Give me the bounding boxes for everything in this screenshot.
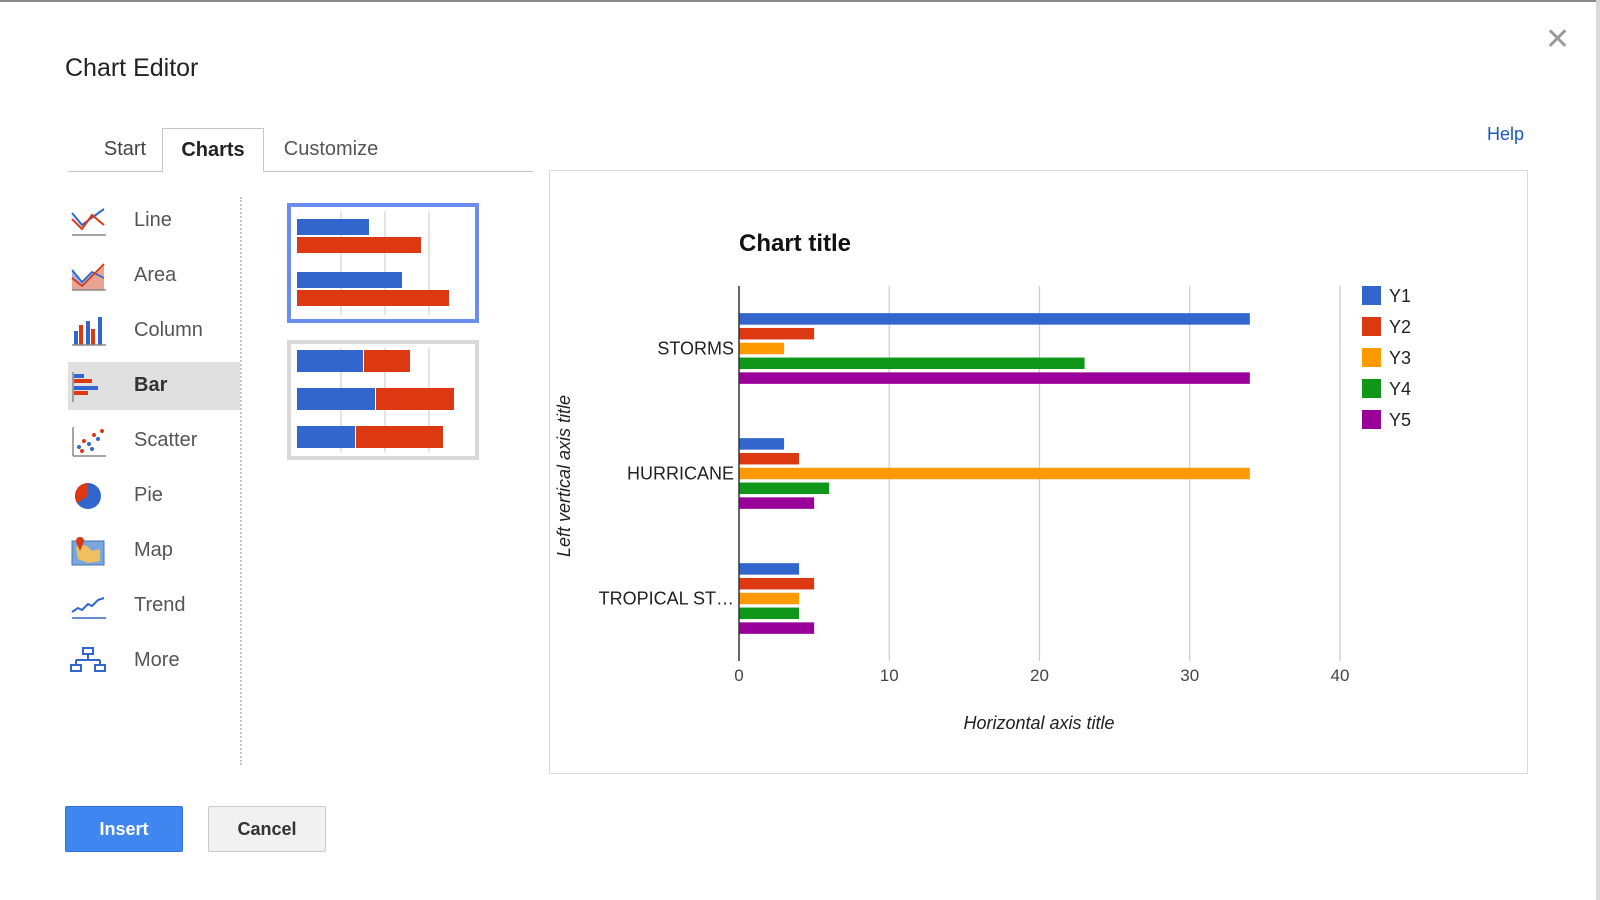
- bar-y3[interactable]: [739, 342, 785, 355]
- more-charts-icon: [70, 647, 106, 672]
- bar-style-thumbnail-grouped[interactable]: [287, 203, 479, 323]
- chart-type-label: Map: [134, 539, 173, 561]
- bar-y1[interactable]: [739, 438, 785, 450]
- tab-customize[interactable]: Customize: [283, 138, 379, 160]
- bar-y4[interactable]: [739, 357, 1085, 370]
- x-tick-label: 40: [1331, 666, 1350, 685]
- bar-style-thumbnail-stacked[interactable]: [287, 340, 479, 460]
- category-label: STORMS: [657, 339, 734, 359]
- line-chart-icon: [71, 208, 106, 236]
- legend-label[interactable]: Y5: [1389, 410, 1411, 430]
- legend-label[interactable]: Y2: [1389, 317, 1411, 337]
- chart-bars: [739, 313, 1250, 634]
- bar-y2[interactable]: [739, 327, 815, 340]
- chart-type-pie[interactable]: Pie: [68, 472, 240, 520]
- cancel-button[interactable]: Cancel: [208, 806, 326, 852]
- chart-type-trend[interactable]: Trend: [68, 582, 240, 630]
- window-top-edge: [0, 0, 1600, 2]
- grouped-bar-thumbnail-icon: [297, 211, 449, 315]
- bar-y4[interactable]: [739, 482, 830, 495]
- chart-type-label: Pie: [134, 484, 163, 506]
- pie-chart-icon: [74, 482, 101, 509]
- chart-type-more[interactable]: More: [68, 637, 240, 685]
- tab-charts[interactable]: Charts: [162, 128, 264, 173]
- chart-type-column[interactable]: Column: [68, 307, 240, 355]
- x-tick-label: 10: [880, 666, 899, 685]
- insert-button[interactable]: Insert: [65, 806, 183, 852]
- chart-labels: 0 10 20 30 40 STORMS HURRICANE TROPICAL ST…: [599, 339, 1350, 686]
- stacked-bar-thumbnail-icon: [297, 348, 454, 452]
- map-chart-icon: [71, 537, 105, 566]
- category-label: HURRICANE: [627, 464, 734, 484]
- bar-y4[interactable]: [739, 607, 800, 620]
- legend-label[interactable]: Y4: [1389, 379, 1411, 399]
- dialog-title: Chart Editor: [65, 54, 199, 82]
- x-tick-label: 20: [1030, 666, 1049, 685]
- close-icon[interactable]: ✕: [1545, 22, 1571, 57]
- y-axis-title: Left vertical axis title: [554, 395, 574, 557]
- chart-type-line[interactable]: Line: [68, 197, 240, 245]
- bar-y5[interactable]: [739, 497, 815, 509]
- legend-swatch: [1362, 410, 1381, 429]
- chart-type-label: Line: [134, 209, 172, 231]
- legend-swatch: [1362, 317, 1381, 336]
- x-tick-label: 0: [734, 666, 743, 685]
- legend-swatch: [1362, 348, 1381, 367]
- tabs-underline: [68, 171, 533, 172]
- chart-type-bar[interactable]: Bar: [68, 362, 240, 410]
- legend-label[interactable]: Y1: [1389, 286, 1411, 306]
- bar-y3[interactable]: [739, 467, 1250, 480]
- chart-type-map[interactable]: Map: [68, 527, 240, 575]
- column-chart-icon: [72, 317, 106, 346]
- window-right-edge: [1596, 0, 1600, 900]
- bar-y3[interactable]: [739, 592, 800, 605]
- chart-type-label: Bar: [134, 374, 168, 396]
- legend-swatch: [1362, 379, 1381, 398]
- chart-legend: Y1 Y2 Y3 Y4 Y5: [1339, 286, 1411, 430]
- trend-chart-icon: [71, 597, 106, 619]
- bar-y5[interactable]: [739, 622, 815, 634]
- bar-y2[interactable]: [739, 577, 815, 590]
- type-list-divider: [240, 197, 242, 765]
- tab-start[interactable]: Start: [103, 138, 147, 160]
- chart-type-label: Area: [134, 264, 177, 286]
- bar-chart-icon: [72, 372, 98, 402]
- help-link[interactable]: Help: [1487, 124, 1525, 144]
- chart-type-list: Line Area Column: [68, 197, 240, 692]
- legend-label[interactable]: Y3: [1389, 348, 1411, 368]
- category-label: TROPICAL ST…: [599, 589, 734, 609]
- bar-y5[interactable]: [739, 372, 1250, 384]
- legend-swatch: [1362, 286, 1381, 305]
- chart-type-label: Scatter: [134, 429, 198, 451]
- bar-y1[interactable]: [739, 563, 800, 575]
- chart-type-scatter[interactable]: Scatter: [68, 417, 240, 465]
- area-chart-icon: [71, 263, 106, 291]
- scatter-chart-icon: [72, 427, 106, 457]
- chart-type-label: Column: [134, 319, 203, 341]
- chart-type-area[interactable]: Area: [68, 252, 240, 300]
- bar-y1[interactable]: [739, 313, 1250, 325]
- chart-type-label: Trend: [134, 594, 186, 616]
- bar-y2[interactable]: [739, 452, 800, 465]
- chart-preview-panel: 0 10 20 30 40 STORMS HURRICANE TROPICAL ST… Y1 Y…: [549, 170, 1528, 774]
- chart-title: Chart title: [739, 230, 851, 257]
- x-axis-title: Horizontal axis title: [963, 713, 1114, 733]
- x-tick-label: 30: [1180, 666, 1199, 685]
- chart-type-label: More: [134, 649, 180, 671]
